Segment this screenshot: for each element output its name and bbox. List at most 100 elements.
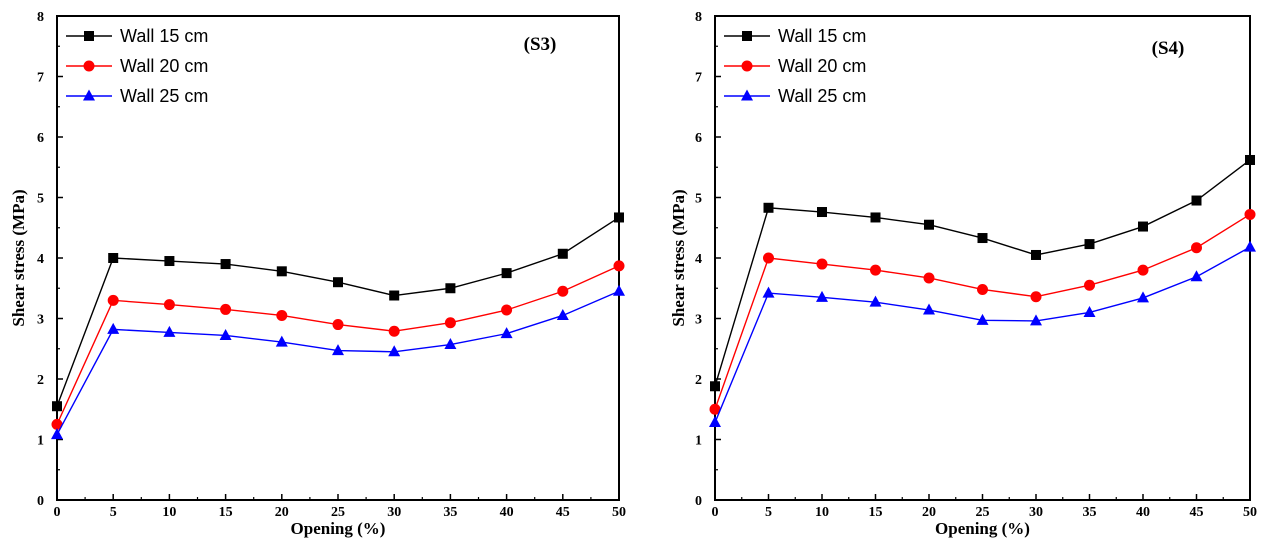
x-tick-label: 45	[1190, 505, 1204, 520]
data-point	[1138, 221, 1148, 232]
x-tick-label: 15	[869, 505, 883, 520]
data-point	[501, 304, 513, 316]
y-tick-label: 4	[37, 252, 44, 267]
legend: Wall 15 cm Wall 20 cm Wall 25 cm	[724, 26, 866, 106]
y-tick-label: 7	[37, 71, 44, 86]
y-tick-label: 6	[695, 131, 702, 146]
data-point	[1083, 305, 1096, 317]
data-point	[52, 401, 62, 412]
x-tick-label: 25	[331, 505, 345, 520]
x-tick-label: 0	[712, 505, 719, 520]
y-tick-label: 3	[695, 313, 702, 328]
x-tick-label: 30	[1029, 505, 1043, 520]
x-tick-label: 50	[612, 505, 626, 520]
data-point	[276, 266, 287, 277]
y-tick-label: 2	[37, 373, 44, 388]
y-tick-label: 8	[37, 10, 44, 25]
series-square	[52, 212, 624, 412]
data-point	[709, 416, 721, 428]
panel-label: (S3)	[524, 34, 557, 55]
x-tick-label: 45	[556, 505, 570, 520]
x-tick-label: 15	[219, 505, 233, 520]
x-tick-label: 20	[275, 505, 289, 520]
data-point	[332, 344, 344, 356]
data-point	[817, 207, 827, 218]
y-axis-label: Shear stress (MPa)	[9, 189, 28, 326]
data-point	[923, 303, 935, 315]
data-point	[108, 253, 119, 263]
data-point	[613, 260, 625, 272]
data-point	[219, 328, 232, 340]
y-tick-label: 1	[695, 434, 702, 449]
data-point	[107, 294, 119, 306]
data-point	[709, 403, 721, 415]
legend-label: Wall 20 cm	[120, 56, 208, 76]
y-tick-label: 6	[37, 131, 44, 146]
data-point	[816, 290, 828, 302]
data-point	[763, 252, 774, 264]
x-tick-label: 50	[1243, 505, 1257, 520]
data-point	[1030, 291, 1042, 303]
legend-marker	[741, 89, 753, 101]
series-line	[714, 213, 1251, 410]
x-axis-label: Opening (%)	[935, 519, 1030, 538]
data-point	[163, 325, 176, 337]
data-point	[1137, 291, 1149, 303]
series-circle	[709, 208, 1256, 415]
data-point	[977, 283, 988, 295]
data-point	[923, 272, 935, 284]
series-line	[56, 216, 620, 407]
data-point	[1190, 270, 1203, 282]
data-point	[500, 327, 513, 339]
panel-label: (S4)	[1152, 38, 1185, 59]
x-tick-label: 35	[1083, 505, 1097, 520]
data-point	[444, 317, 456, 329]
data-point	[388, 325, 400, 337]
data-point	[1191, 195, 1202, 206]
legend-marker	[84, 31, 94, 41]
data-point	[220, 303, 232, 315]
x-tick-label: 35	[443, 505, 457, 520]
series-triangle	[51, 284, 625, 440]
data-point	[1245, 154, 1255, 165]
x-tick-label: 10	[162, 505, 176, 520]
y-tick-label: 1	[37, 434, 44, 449]
legend-marker	[741, 60, 753, 72]
data-point	[613, 284, 625, 296]
y-tick-label: 4	[695, 252, 702, 267]
legend-label: Wall 15 cm	[778, 26, 866, 46]
legend-marker	[83, 89, 95, 101]
data-point	[614, 212, 624, 223]
data-point	[445, 283, 456, 294]
y-tick-label: 0	[37, 494, 44, 509]
legend-label: Wall 25 cm	[778, 86, 866, 106]
data-point	[1084, 239, 1095, 250]
legend: Wall 15 cm Wall 20 cm Wall 25 cm	[66, 26, 208, 106]
y-axis-label: Shear stress (MPa)	[669, 189, 688, 326]
data-point	[869, 295, 882, 307]
series-circle	[51, 260, 625, 430]
data-point	[276, 309, 288, 321]
data-point	[557, 285, 569, 297]
data-point	[333, 277, 343, 288]
y-tick-label: 3	[37, 313, 44, 328]
data-point	[1191, 242, 1202, 254]
data-point	[1030, 314, 1042, 326]
data-point	[763, 202, 774, 213]
x-tick-label: 25	[976, 505, 990, 520]
data-point	[976, 313, 989, 325]
y-tick-label: 5	[37, 192, 44, 207]
data-point	[557, 248, 568, 259]
legend-label: Wall 25 cm	[120, 86, 208, 106]
legend-label: Wall 20 cm	[778, 56, 866, 76]
data-point	[1084, 279, 1095, 291]
data-point	[388, 345, 401, 357]
data-point	[1137, 264, 1149, 276]
data-point	[977, 233, 988, 244]
legend-label: Wall 15 cm	[120, 26, 208, 46]
data-point	[107, 322, 120, 334]
x-tick-label: 5	[110, 505, 117, 520]
series-line	[56, 290, 620, 435]
